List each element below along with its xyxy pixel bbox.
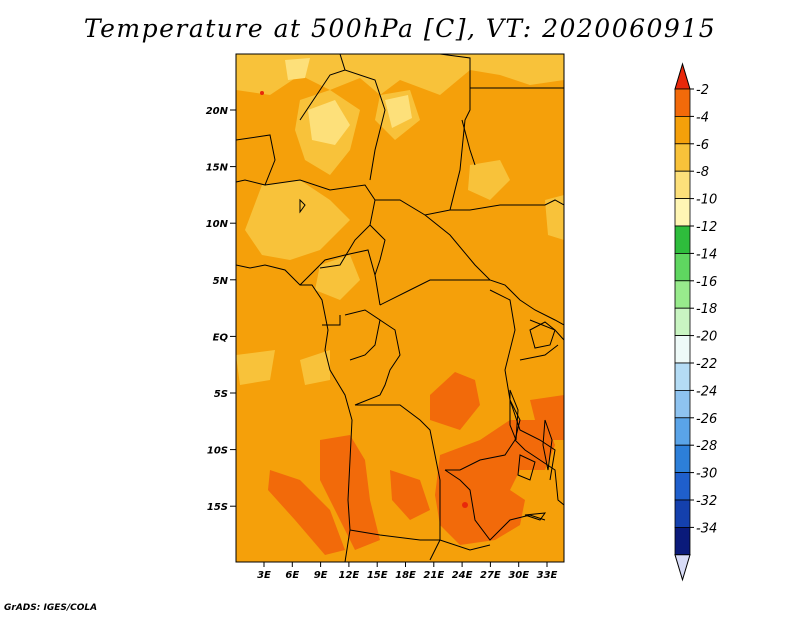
lat-label: 10S — [207, 446, 228, 457]
longitude-axis: 3E 6E 9E 12E 15E 18E 21E 24E 27E 30E 33E — [257, 562, 558, 581]
pale-shading — [285, 58, 412, 145]
hot-spots — [260, 91, 468, 508]
colorbar-label: -10 — [696, 193, 717, 208]
colorbar-label: -18 — [696, 302, 717, 317]
colorbar-swatch — [674, 252, 691, 282]
colorbar-label: -14 — [696, 247, 717, 262]
colorbar-label: -24 — [696, 384, 717, 399]
credit-text: GrADS: IGES/COLA — [4, 603, 98, 613]
latitude-axis: 20N 15N 10N 5N EQ 5S 10S 15S — [206, 106, 236, 513]
colorbar-swatch — [674, 417, 691, 446]
colorbar-swatch — [674, 225, 691, 254]
colorbar-label: -2 — [696, 83, 709, 98]
colorbar-label: -28 — [696, 439, 717, 454]
lon-label: 24E — [452, 570, 473, 581]
lon-label: 30E — [508, 570, 529, 581]
colorbar-swatch — [674, 88, 691, 117]
map-panel — [236, 54, 564, 562]
colorbar-swatch — [674, 527, 691, 556]
lon-label: 33E — [537, 570, 558, 581]
lon-label: 15E — [367, 570, 388, 581]
colorbar-swatch — [674, 444, 691, 474]
colorbar-label: -30 — [696, 467, 717, 482]
colorbar-label: -6 — [696, 138, 709, 153]
colorbar-swatch — [674, 362, 691, 391]
lat-label: 15N — [206, 163, 229, 174]
colorbar-swatch — [674, 335, 691, 364]
lat-label: 20N — [206, 106, 229, 117]
colorbar-swatch — [674, 170, 691, 199]
lat-label: 10N — [206, 219, 229, 230]
lat-label: 15S — [207, 502, 228, 513]
colorbar-label: -8 — [696, 165, 709, 180]
lon-label: 9E — [314, 570, 328, 581]
lake-outlines — [299, 198, 556, 521]
colorbar-swatch — [674, 198, 691, 227]
warm-dark-shading — [268, 372, 564, 555]
colorbar-swatch — [674, 116, 691, 145]
lon-label: 3E — [257, 570, 271, 581]
lon-label: 12E — [339, 570, 360, 581]
lat-label: 5S — [214, 389, 228, 400]
colorbar-swatch — [674, 143, 691, 172]
colorbar-swatch — [674, 280, 691, 309]
colorbar-label: -4 — [696, 110, 709, 125]
lon-label: 6E — [285, 570, 299, 581]
warm-light-shading — [236, 54, 564, 385]
lon-label: 21E — [423, 570, 444, 581]
colorbar-swatch — [674, 389, 691, 419]
colorbar-top-arrow — [674, 62, 691, 90]
colorbar-label: -16 — [696, 275, 717, 290]
colorbar-label: -22 — [696, 357, 717, 372]
colorbar-bottom-arrow — [674, 554, 691, 582]
colorbar-swatch — [674, 307, 691, 337]
map-title: Temperature at 500hPa [C], VT: 202006091… — [83, 14, 717, 43]
colorbar-label: -20 — [696, 330, 717, 345]
colorbar: -2 -4 -6 -8 -10 -12 -14 -16 -18 -20 -22 -24 -26 -28 -3… — [674, 62, 717, 582]
colorbar-swatch — [674, 499, 691, 528]
colorbar-label: -26 — [696, 412, 717, 427]
colorbar-label: -34 — [696, 521, 717, 536]
lat-label: 5N — [213, 276, 229, 287]
colorbar-label: -12 — [696, 220, 717, 235]
colorbar-swatch — [674, 472, 691, 501]
lon-label: 18E — [395, 570, 416, 581]
colorbar-label: -32 — [696, 494, 717, 509]
lat-label: EQ — [213, 332, 229, 343]
lon-label: 27E — [480, 570, 501, 581]
map-frame — [235, 53, 565, 563]
